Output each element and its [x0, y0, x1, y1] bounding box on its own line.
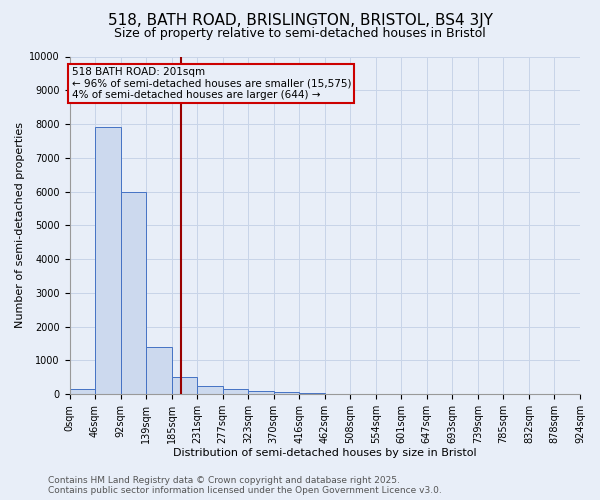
Text: 518 BATH ROAD: 201sqm
← 96% of semi-detached houses are smaller (15,575)
4% of s: 518 BATH ROAD: 201sqm ← 96% of semi-deta… — [71, 66, 351, 100]
Bar — [274, 392, 299, 394]
Bar — [197, 386, 223, 394]
Bar — [223, 389, 248, 394]
Bar — [248, 390, 274, 394]
Text: Contains HM Land Registry data © Crown copyright and database right 2025.
Contai: Contains HM Land Registry data © Crown c… — [48, 476, 442, 495]
X-axis label: Distribution of semi-detached houses by size in Bristol: Distribution of semi-detached houses by … — [173, 448, 476, 458]
Bar — [146, 347, 172, 394]
Bar — [95, 128, 121, 394]
Bar — [172, 377, 197, 394]
Bar — [121, 192, 146, 394]
Text: 518, BATH ROAD, BRISLINGTON, BRISTOL, BS4 3JY: 518, BATH ROAD, BRISLINGTON, BRISTOL, BS… — [107, 12, 493, 28]
Text: Size of property relative to semi-detached houses in Bristol: Size of property relative to semi-detach… — [114, 28, 486, 40]
Bar — [70, 389, 95, 394]
Y-axis label: Number of semi-detached properties: Number of semi-detached properties — [15, 122, 25, 328]
